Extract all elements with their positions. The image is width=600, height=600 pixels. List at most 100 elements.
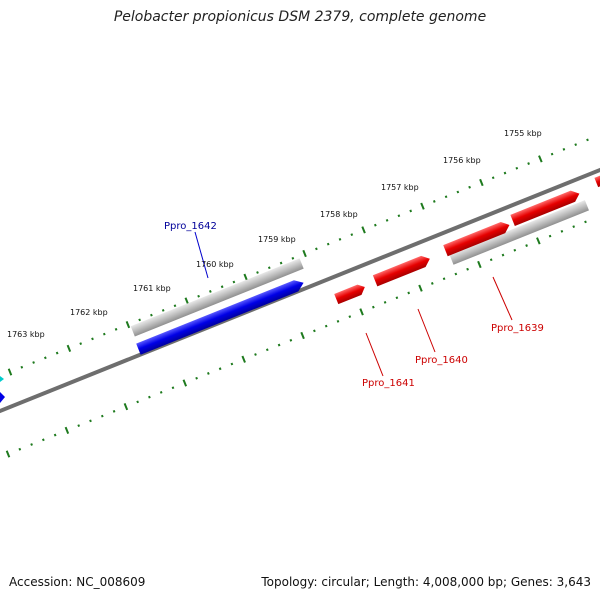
tick-label: 1759 kbp bbox=[258, 235, 296, 244]
minor-tick bbox=[350, 233, 354, 236]
minor-tick bbox=[220, 285, 224, 289]
minor-tick bbox=[586, 138, 589, 142]
minor-tick bbox=[279, 261, 283, 265]
minor-tick bbox=[150, 313, 153, 317]
minor-tick bbox=[491, 176, 495, 180]
major-tick bbox=[241, 355, 246, 363]
gene-label-ppro-1640: Ppro_1640 bbox=[415, 355, 468, 366]
label-leader bbox=[365, 332, 384, 377]
minor-tick bbox=[385, 219, 389, 222]
minor-tick bbox=[91, 337, 94, 341]
minor-tick bbox=[324, 324, 328, 328]
minor-tick bbox=[173, 304, 177, 308]
minor-tick bbox=[371, 305, 375, 309]
minor-tick bbox=[456, 190, 460, 194]
major-tick bbox=[64, 426, 70, 434]
minor-tick bbox=[230, 362, 234, 366]
minor-tick bbox=[584, 220, 587, 224]
minor-tick bbox=[550, 152, 554, 156]
minor-tick bbox=[138, 318, 142, 322]
tick-label: 1756 kbp bbox=[443, 156, 481, 165]
minor-tick bbox=[430, 282, 434, 285]
minor-tick bbox=[468, 185, 471, 189]
minor-tick bbox=[79, 342, 83, 345]
orf-feature bbox=[130, 258, 304, 337]
minor-tick bbox=[574, 143, 578, 146]
minor-tick bbox=[466, 267, 469, 271]
major-tick bbox=[123, 403, 129, 411]
tick-label: 1760 kbp bbox=[196, 260, 234, 269]
minor-tick bbox=[232, 280, 236, 284]
map-title: Pelobacter propionicus DSM 2379, complet… bbox=[113, 9, 487, 25]
minor-tick bbox=[444, 195, 448, 199]
minor-tick bbox=[315, 247, 318, 251]
minor-tick bbox=[161, 309, 165, 312]
major-tick bbox=[302, 249, 307, 258]
minor-tick bbox=[112, 409, 116, 413]
minor-tick bbox=[442, 277, 446, 281]
orf-feature bbox=[449, 200, 589, 265]
major-tick bbox=[538, 155, 543, 163]
minor-tick bbox=[336, 319, 340, 323]
label-leader bbox=[492, 276, 513, 321]
minor-tick bbox=[267, 266, 271, 270]
gene-ppro-1638 bbox=[510, 190, 580, 226]
accession-label: Accession: NC_008609 bbox=[9, 575, 146, 589]
minor-tick bbox=[560, 229, 564, 233]
major-tick bbox=[300, 331, 305, 340]
minor-tick bbox=[254, 353, 257, 356]
minor-tick bbox=[313, 329, 316, 333]
minor-tick bbox=[136, 400, 140, 404]
minor-tick bbox=[171, 386, 175, 390]
minor-tick bbox=[397, 214, 401, 218]
minor-tick bbox=[277, 343, 281, 347]
major-tick bbox=[536, 237, 541, 245]
minor-tick bbox=[289, 338, 293, 342]
minor-tick bbox=[527, 162, 530, 165]
minor-tick bbox=[256, 271, 259, 274]
gene-ppro-1639 bbox=[443, 221, 510, 257]
minor-tick bbox=[515, 166, 519, 170]
minor-tick bbox=[100, 414, 104, 418]
minor-tick bbox=[265, 348, 269, 352]
gene-ppro-1641 bbox=[334, 284, 365, 305]
minor-tick bbox=[489, 258, 493, 262]
major-tick bbox=[66, 344, 72, 352]
minor-tick bbox=[102, 332, 106, 336]
minor-tick bbox=[338, 237, 342, 241]
gene-partial-cyan bbox=[0, 376, 4, 382]
major-tick bbox=[420, 202, 425, 210]
inner-tick-row bbox=[5, 220, 587, 458]
minor-tick bbox=[159, 391, 163, 394]
major-tick bbox=[479, 178, 484, 187]
gene-label-ppro-1642: Ppro_1642 bbox=[164, 221, 217, 232]
minor-tick bbox=[218, 367, 222, 371]
minor-tick bbox=[195, 376, 198, 380]
minor-tick bbox=[55, 351, 59, 355]
minor-tick bbox=[197, 294, 200, 298]
major-tick bbox=[184, 297, 190, 305]
label-leader bbox=[194, 231, 209, 279]
gene-label-ppro-1639: Ppro_1639 bbox=[491, 323, 544, 334]
tick-label: 1762 kbp bbox=[70, 308, 108, 317]
major-tick bbox=[5, 450, 11, 458]
minor-tick bbox=[208, 290, 212, 293]
tick-label: 1761 kbp bbox=[133, 284, 171, 293]
genome-backbone bbox=[0, 167, 600, 414]
tick-label: 1758 kbp bbox=[320, 210, 358, 219]
minor-tick bbox=[326, 242, 330, 246]
minor-tick bbox=[53, 433, 57, 437]
outer-tick-row bbox=[7, 138, 589, 376]
major-tick bbox=[361, 226, 366, 234]
minor-tick bbox=[395, 296, 399, 300]
gene-partial-blue bbox=[0, 392, 5, 403]
major-tick bbox=[125, 321, 131, 329]
label-leader bbox=[417, 308, 436, 353]
minor-tick bbox=[432, 200, 436, 203]
minor-tick bbox=[114, 327, 118, 331]
minor-tick bbox=[41, 438, 45, 442]
minor-tick bbox=[20, 365, 24, 369]
minor-tick bbox=[18, 447, 22, 451]
gene-label-ppro-1641: Ppro_1641 bbox=[362, 378, 415, 389]
minor-tick bbox=[525, 244, 528, 247]
